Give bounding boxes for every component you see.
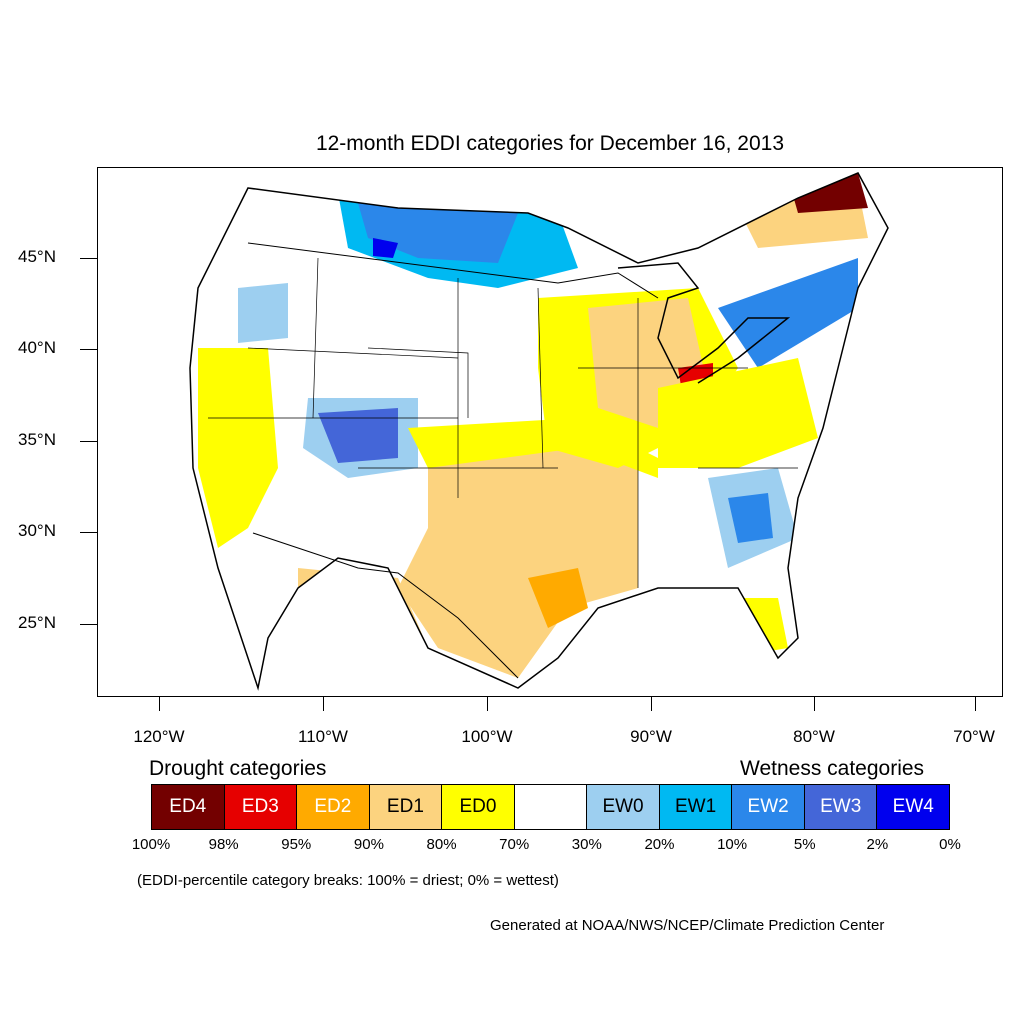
percentile-label: 95% [281, 836, 312, 853]
legend-cell-neutral [514, 785, 588, 829]
state-boundaries [208, 257, 798, 588]
lon-label-120: 120°W [133, 727, 185, 746]
lon-tick [159, 697, 160, 711]
great-lakes [617, 262, 791, 384]
legend-cell-ed4: ED4 [152, 785, 225, 829]
legend-cell-ed1: ED1 [369, 785, 443, 829]
percentile-label: 98% [208, 836, 239, 853]
lon-label-80: 80°W [793, 727, 835, 746]
legend-cell-ew0: EW0 [587, 785, 660, 829]
percentile-label: 5% [793, 836, 816, 853]
category-legend: ED4 ED3 ED2 ED1 ED0 EW0 EW1 EW2 EW3 EW4 [151, 784, 950, 830]
percentile-label: 70% [499, 836, 530, 853]
drought-heading: Drought categories [149, 757, 327, 780]
southwest-very-wet-region [318, 408, 398, 463]
west-ed0 [198, 348, 278, 548]
lat-tick [80, 532, 97, 533]
northeast-wet [718, 258, 858, 368]
lon-tick [814, 697, 815, 711]
legend-cell-ew4: EW4 [877, 785, 950, 829]
us-canada-border [247, 242, 659, 299]
lon-label-70: 70°W [953, 727, 995, 746]
percentile-label: 10% [717, 836, 748, 853]
lat-label-40: 40°N [18, 338, 56, 357]
lat-tick [80, 624, 97, 625]
lat-tick [80, 349, 97, 350]
percentile-label: 80% [426, 836, 457, 853]
lon-tick [651, 697, 652, 711]
legend-cell-ed2: ED2 [297, 785, 370, 829]
percentile-label: 0% [939, 836, 961, 853]
percentile-label: 90% [353, 836, 384, 853]
eddi-map-canvas [189, 172, 889, 691]
percentile-label: 2% [866, 836, 889, 853]
southeast-very-wet [728, 493, 773, 543]
east-ed0 [658, 358, 818, 468]
percentile-label: 100% [131, 836, 171, 853]
lat-label-35: 35°N [18, 430, 56, 449]
quebec-ed4 [788, 173, 868, 213]
lon-tick [975, 697, 976, 711]
lon-label-90: 90°W [630, 727, 672, 746]
eddi-map [97, 167, 1003, 697]
legend-cell-ed3: ED3 [224, 785, 298, 829]
northern-very-wet-region [358, 203, 518, 263]
credit-text: Generated at NOAA/NWS/NCEP/Climate Predi… [490, 917, 885, 934]
lat-label-25: 25°N [18, 613, 56, 632]
lon-label-100: 100°W [461, 727, 513, 746]
pnw-wet-region [238, 283, 288, 343]
percentile-label: 30% [571, 836, 602, 853]
lon-tick [487, 697, 488, 711]
map-title: 12-month EDDI categories for December 16… [315, 132, 785, 155]
wetness-heading: Wetness categories [740, 757, 925, 780]
lon-tick [323, 697, 324, 711]
legend-cell-ed0: ED0 [442, 785, 515, 829]
lat-label-30: 30°N [18, 521, 56, 540]
lat-tick [80, 441, 97, 442]
north-wet-core [373, 238, 398, 258]
percentile-label: 20% [644, 836, 675, 853]
gulf-ed2 [528, 568, 588, 628]
lat-label-45: 45°N [18, 247, 56, 266]
southern-plains-drought [398, 438, 638, 678]
legend-cell-ew1: EW1 [659, 785, 733, 829]
lat-tick [80, 258, 97, 259]
percentile-note: (EDDI-percentile category breaks: 100% =… [137, 872, 559, 889]
legend-cell-ew2: EW2 [732, 785, 805, 829]
legend-cell-ew3: EW3 [804, 785, 878, 829]
lon-label-110: 110°W [298, 727, 348, 746]
coastline [189, 172, 889, 691]
us-mexico-border [252, 532, 519, 679]
